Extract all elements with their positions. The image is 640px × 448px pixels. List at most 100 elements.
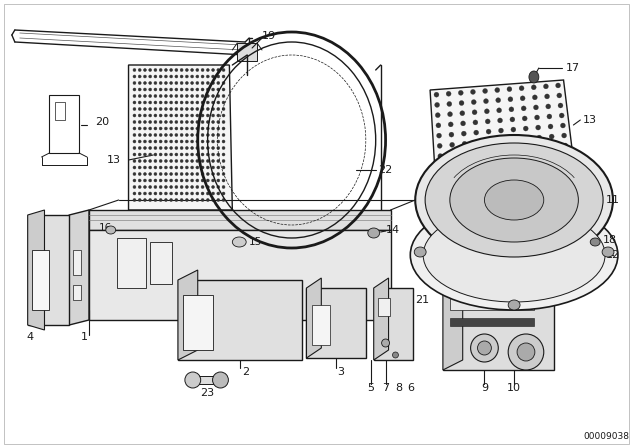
Ellipse shape — [557, 93, 562, 98]
Ellipse shape — [164, 179, 168, 182]
Ellipse shape — [164, 172, 168, 176]
Ellipse shape — [175, 192, 178, 195]
Ellipse shape — [138, 185, 141, 189]
Ellipse shape — [463, 151, 468, 156]
Ellipse shape — [425, 143, 603, 257]
Text: 8: 8 — [395, 383, 402, 393]
Ellipse shape — [180, 82, 183, 85]
Ellipse shape — [185, 372, 201, 388]
Ellipse shape — [217, 192, 220, 195]
Ellipse shape — [159, 198, 162, 202]
Ellipse shape — [217, 108, 220, 111]
Ellipse shape — [180, 95, 183, 98]
Ellipse shape — [196, 140, 199, 143]
Ellipse shape — [186, 159, 188, 163]
Ellipse shape — [143, 88, 147, 91]
Ellipse shape — [485, 119, 490, 124]
Ellipse shape — [436, 123, 441, 128]
Ellipse shape — [164, 88, 168, 91]
Ellipse shape — [164, 127, 168, 130]
Ellipse shape — [154, 179, 157, 182]
Ellipse shape — [222, 172, 225, 176]
Ellipse shape — [222, 140, 225, 143]
Ellipse shape — [447, 101, 452, 107]
Ellipse shape — [154, 198, 157, 202]
Text: 16: 16 — [99, 223, 112, 233]
Ellipse shape — [138, 69, 141, 72]
Bar — [150, 242, 172, 284]
Ellipse shape — [133, 179, 136, 182]
Ellipse shape — [143, 134, 147, 137]
Ellipse shape — [522, 116, 527, 121]
Ellipse shape — [222, 127, 225, 130]
Ellipse shape — [201, 172, 204, 176]
Text: 1: 1 — [81, 332, 88, 342]
Ellipse shape — [143, 179, 147, 182]
Ellipse shape — [180, 127, 183, 130]
Ellipse shape — [415, 135, 613, 265]
Ellipse shape — [148, 172, 152, 176]
Ellipse shape — [524, 136, 529, 141]
Ellipse shape — [474, 130, 479, 135]
Text: 18: 18 — [603, 235, 617, 245]
Ellipse shape — [170, 95, 173, 98]
Ellipse shape — [212, 108, 214, 111]
Ellipse shape — [534, 115, 540, 120]
Ellipse shape — [196, 179, 199, 182]
Ellipse shape — [410, 200, 618, 310]
Polygon shape — [178, 280, 301, 360]
Ellipse shape — [191, 198, 193, 202]
Ellipse shape — [206, 153, 209, 156]
Ellipse shape — [148, 108, 152, 111]
Ellipse shape — [222, 192, 225, 195]
Ellipse shape — [154, 134, 157, 137]
Ellipse shape — [143, 146, 147, 150]
Text: 3: 3 — [337, 367, 344, 377]
Ellipse shape — [206, 166, 209, 169]
Ellipse shape — [217, 127, 220, 130]
Ellipse shape — [206, 101, 209, 104]
Ellipse shape — [159, 140, 162, 143]
Ellipse shape — [206, 127, 209, 130]
Ellipse shape — [222, 185, 225, 189]
Ellipse shape — [164, 121, 168, 124]
Ellipse shape — [217, 114, 220, 117]
Ellipse shape — [508, 97, 513, 102]
Ellipse shape — [154, 159, 157, 163]
Text: 13: 13 — [107, 155, 121, 165]
Ellipse shape — [217, 185, 220, 189]
Ellipse shape — [201, 121, 204, 124]
Ellipse shape — [531, 85, 536, 90]
Ellipse shape — [148, 82, 152, 85]
Ellipse shape — [180, 134, 183, 137]
Ellipse shape — [175, 75, 178, 78]
Ellipse shape — [133, 101, 136, 104]
Ellipse shape — [106, 226, 116, 234]
Ellipse shape — [175, 172, 178, 176]
Ellipse shape — [148, 153, 152, 156]
Ellipse shape — [451, 163, 456, 168]
Ellipse shape — [186, 172, 188, 176]
Ellipse shape — [133, 192, 136, 195]
Polygon shape — [443, 275, 463, 370]
Ellipse shape — [212, 146, 214, 150]
Ellipse shape — [180, 88, 183, 91]
Ellipse shape — [212, 372, 228, 388]
Ellipse shape — [133, 114, 136, 117]
Polygon shape — [374, 288, 413, 360]
Ellipse shape — [175, 134, 178, 137]
Ellipse shape — [201, 69, 204, 72]
Ellipse shape — [154, 108, 157, 111]
Ellipse shape — [470, 334, 499, 362]
Polygon shape — [28, 210, 45, 330]
Ellipse shape — [186, 153, 188, 156]
Ellipse shape — [602, 247, 614, 257]
Text: 21: 21 — [415, 295, 429, 305]
Ellipse shape — [159, 121, 162, 124]
Ellipse shape — [196, 185, 199, 189]
Ellipse shape — [495, 87, 500, 93]
Ellipse shape — [196, 172, 199, 176]
Ellipse shape — [170, 75, 173, 78]
Ellipse shape — [201, 82, 204, 85]
Ellipse shape — [222, 101, 225, 104]
